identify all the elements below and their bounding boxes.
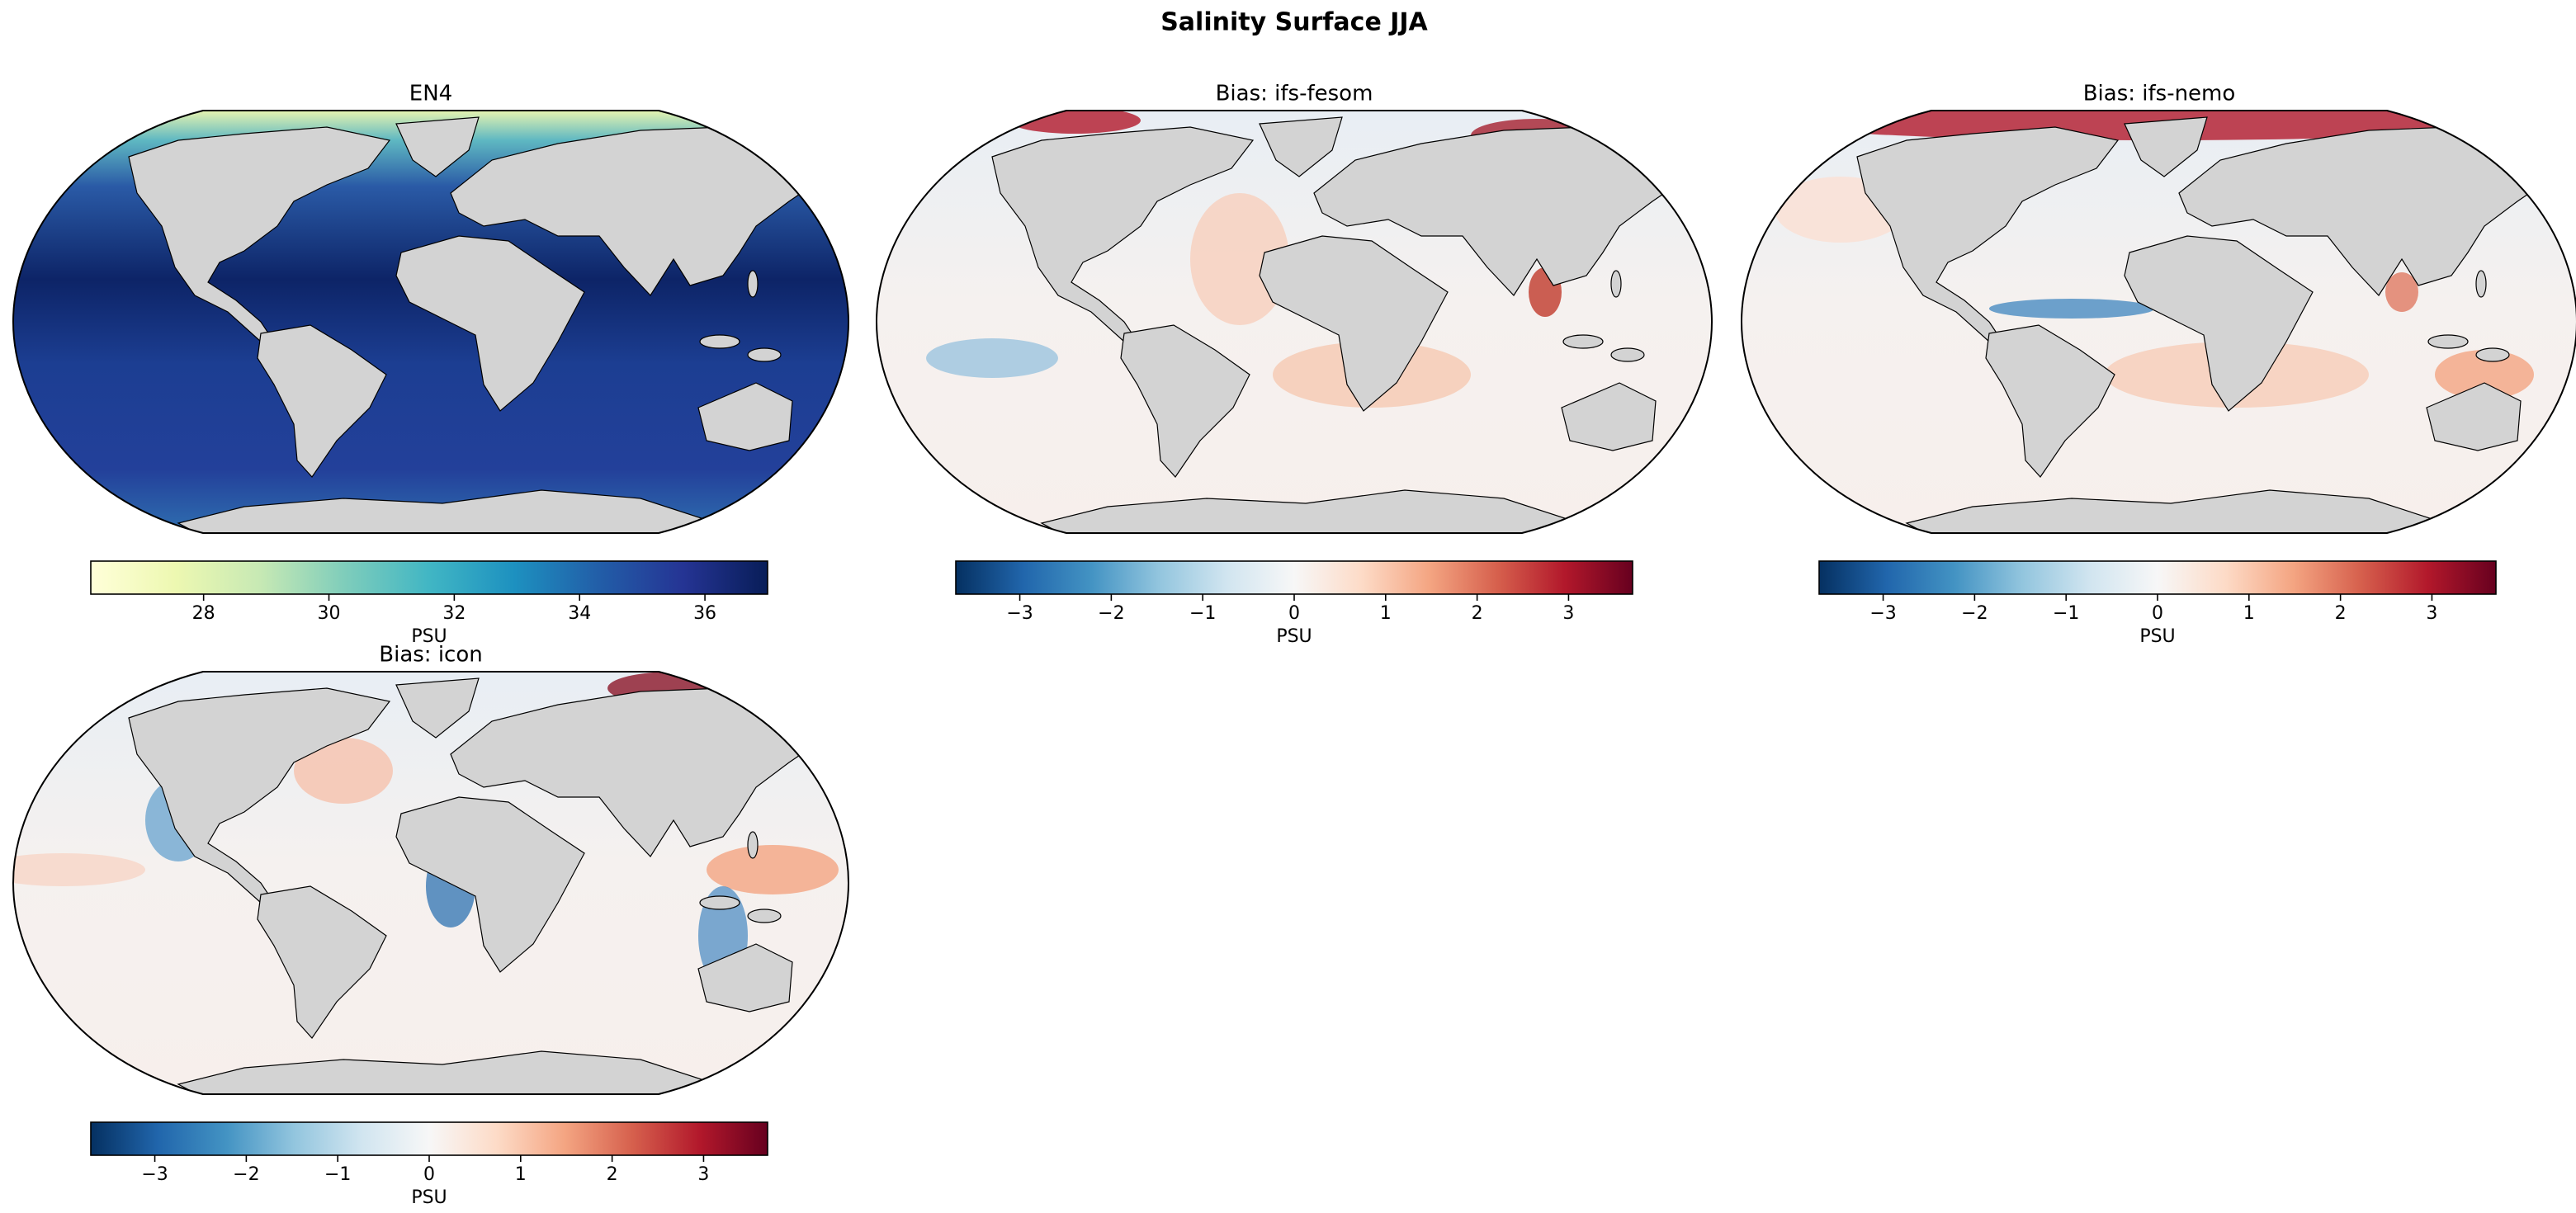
colorbar-tick-label: −2: [1961, 603, 1988, 624]
colorbar-tick-label: −2: [1098, 603, 1124, 624]
field-patch: [13, 853, 145, 886]
colorbar: [90, 1121, 768, 1156]
colorbar-tick-label: 0: [1288, 603, 1300, 624]
map: [875, 110, 1713, 534]
colorbar-tick-label: −3: [1869, 603, 1896, 624]
colorbar-tick-label: 2: [607, 1164, 618, 1185]
colorbar-label: PSU: [1276, 626, 1312, 647]
colorbar-tick-label: −3: [1006, 603, 1033, 624]
panel-title: Bias: ifs-fesom: [1216, 82, 1373, 106]
colorbar: [90, 560, 768, 595]
field-patch: [926, 338, 1058, 378]
colorbar-label: PSU: [411, 626, 447, 647]
colorbar-tick-label: 1: [515, 1164, 527, 1185]
colorbar-tick-label: 3: [697, 1164, 709, 1185]
colorbar-tick-label: 2: [1472, 603, 1483, 624]
map-outline: [875, 110, 1713, 534]
colorbar-tick-label: −1: [2053, 603, 2079, 624]
field-patch: [1190, 193, 1289, 325]
colorbar-tick-label: 1: [1380, 603, 1392, 624]
map-field: [13, 111, 848, 533]
panel-title: Bias: icon: [379, 643, 482, 668]
map: [12, 671, 850, 1095]
map-panel: Bias: icon −3 −2 −1 0 1 2 3 PSU: [12, 643, 850, 1208]
colorbar-tick-label: 0: [423, 1164, 435, 1185]
colorbar-tick-label: 2: [2335, 603, 2347, 624]
field-patch: [1989, 299, 2154, 319]
colorbar-tick-label: −1: [324, 1164, 351, 1185]
map: [1740, 110, 2576, 534]
colorbar-tick-label: 28: [192, 603, 215, 624]
map-panel: Bias: ifs-fesom −3 −2 −1 0 1 2 3 PSU: [875, 82, 1713, 647]
map-outline: [12, 671, 850, 1095]
colorbar-tick-label: 1: [2243, 603, 2255, 624]
map: [12, 110, 850, 534]
colorbar-tick-label: 30: [318, 603, 341, 624]
colorbar: [955, 560, 1633, 595]
field-patch: [294, 738, 393, 804]
figure-title: Salinity Surface JJA: [1160, 8, 1428, 37]
map-outline: [1740, 110, 2576, 534]
map-outline: [12, 110, 850, 534]
panel-title: Bias: ifs-nemo: [2083, 82, 2236, 106]
colorbar-tick-label: 3: [2426, 603, 2437, 624]
colorbar-tick-label: −2: [233, 1164, 259, 1185]
panel-title: EN4: [409, 82, 452, 106]
field-patch: [707, 845, 839, 894]
colorbar-label: PSU: [2139, 626, 2175, 647]
field-patch: [2435, 350, 2534, 399]
colorbar: [1818, 560, 2497, 595]
map-field: [877, 111, 1712, 533]
colorbar-tick-label: 0: [2152, 603, 2163, 624]
colorbar-tick-label: 32: [442, 603, 466, 624]
map-field: [1742, 111, 2576, 533]
colorbar-tick-label: −1: [1189, 603, 1216, 624]
field-patch: [2385, 272, 2418, 312]
colorbar-label: PSU: [411, 1187, 447, 1208]
map-panel: Bias: ifs-nemo −3 −2 −1 0 1 2 3 PSU: [1740, 82, 2576, 647]
colorbar-tick-label: 3: [1562, 603, 1574, 624]
map-field: [13, 672, 848, 1094]
colorbar-tick-label: 36: [693, 603, 716, 624]
colorbar-tick-label: −3: [141, 1164, 168, 1185]
map-panel: EN4 28 30 32 34 36 PSU: [12, 82, 850, 647]
colorbar-tick-label: 34: [568, 603, 591, 624]
